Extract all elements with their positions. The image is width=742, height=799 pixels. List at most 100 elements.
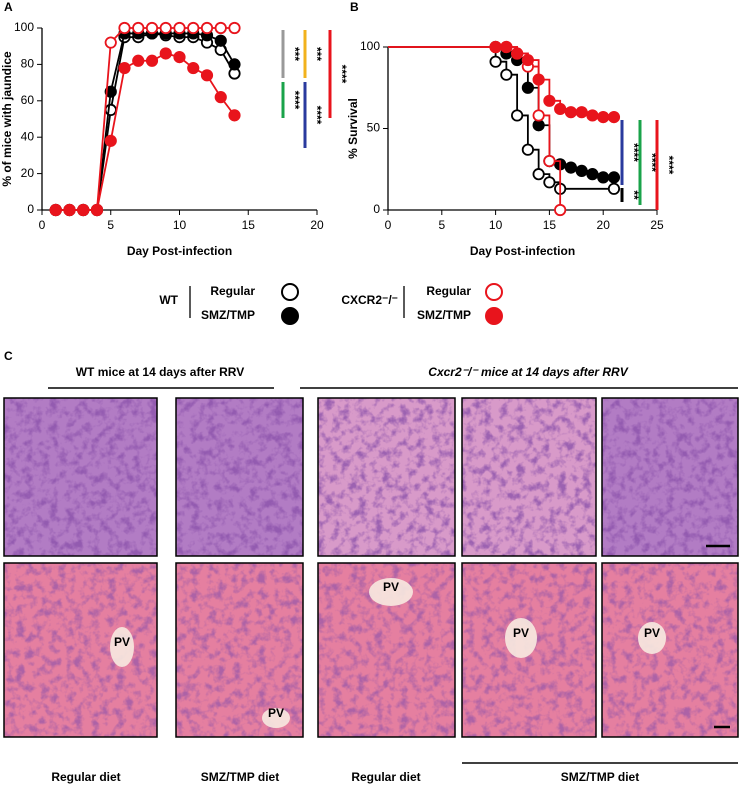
micrograph-frame [461,397,597,557]
x-tick-label: 20 [310,218,324,232]
y-tick-label: 0 [373,202,380,216]
data-point [200,69,214,82]
legend-swatch [281,307,299,325]
micrograph-frame [461,562,597,738]
legend-group: CXCR2⁻/⁻ [341,293,398,307]
y-tick-label: 50 [367,121,381,135]
legend-swatch [281,283,299,301]
portal-vein [505,618,537,658]
legend-label: SMZ/TMP [201,308,255,322]
significance-label: **** [288,91,302,110]
pv-label: PV [268,706,284,720]
micrograph-texture [4,563,157,737]
data-point [104,85,117,98]
data-point [173,21,186,35]
y-axis-title: % of mice with jaundice [0,51,14,187]
micrograph-frame [317,562,456,738]
data-point [586,168,599,181]
data-point [132,54,145,67]
x-tick-label: 10 [489,218,503,232]
data-point [521,143,534,156]
diet-label: SMZ/TMP diet [201,770,279,784]
data-point [228,109,241,122]
diet-label: SMZ/TMP diet [561,770,639,784]
micrograph-frame [601,397,739,557]
portal-vein [638,622,666,654]
micrograph-frame [3,397,158,557]
legend-label: SMZ/TMP [417,308,471,322]
data-point [607,110,621,124]
data-point [200,21,214,35]
data-point [564,161,578,174]
data-point [543,94,556,107]
significance-label: *** [288,47,302,61]
micrograph-texture [602,563,738,737]
data-point [489,55,502,68]
data-point [173,51,186,64]
micrograph-texture [318,398,455,556]
legend-swatch [485,283,503,301]
x-axis-title: Day Post-infection [470,244,575,258]
data-point [500,40,513,54]
micrograph-texture [176,563,303,737]
data-point [104,103,117,117]
significance-label: **** [310,106,324,125]
x-tick-label: 15 [242,218,256,232]
portal-vein [369,578,413,606]
data-point [597,110,610,124]
diet-label: Regular diet [351,770,420,784]
significance-label: ** [627,190,641,200]
data-point [521,53,534,67]
x-axis-title: Day Post-infection [127,244,232,258]
significance-label: **** [627,143,641,162]
data-point [511,109,524,122]
x-tick-label: 5 [107,218,114,232]
data-point [532,109,545,122]
x-tick-label: 20 [597,218,611,232]
data-point [159,21,172,35]
micrograph-frame [3,562,158,738]
data-point [104,36,117,49]
micrograph-frame [601,562,739,738]
significance-label: **** [645,153,659,172]
micrograph-texture [462,398,596,556]
data-point [145,21,159,35]
panel-label: C [4,349,13,363]
data-point [228,58,241,71]
panel-label: B [350,0,359,14]
data-point [554,102,567,116]
data-point [214,21,227,35]
y-tick-label: 0 [27,202,34,216]
legend-group: WT [159,293,178,307]
data-point [104,134,117,147]
pv-label: PV [114,635,130,649]
data-point [543,155,556,168]
portal-vein [110,627,134,667]
data-point [49,203,62,217]
data-point [187,21,200,35]
y-tick-label: 100 [14,20,34,34]
y-tick-label: 100 [360,39,380,53]
legend-label: Regular [426,284,471,298]
data-point [564,106,578,119]
data-point [607,182,621,195]
data-point [118,61,131,75]
panel-label: A [4,0,13,14]
x-tick-label: 0 [39,218,46,232]
micrograph-frame [317,397,456,557]
x-tick-label: 5 [438,218,445,232]
data-point [214,91,227,104]
data-point [543,176,556,189]
data-point [90,203,104,217]
group-header: WT mice at 14 days after RRV [76,365,245,379]
diet-label: Regular diet [51,770,120,784]
data-point [597,171,610,184]
series-line [55,27,235,211]
data-point [532,119,545,132]
data-point [532,73,545,86]
micrograph-texture [176,398,303,556]
data-point [554,203,567,217]
data-point [489,40,502,54]
micrograph-frame [175,397,304,557]
